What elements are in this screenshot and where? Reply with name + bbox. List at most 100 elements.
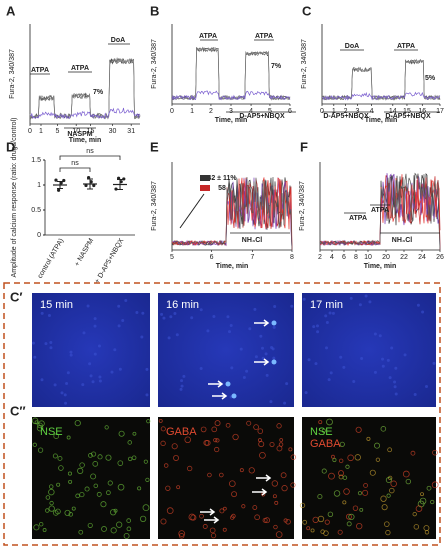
cell <box>254 355 258 359</box>
highlight-cell <box>271 359 277 365</box>
arrow <box>252 488 268 496</box>
cell <box>93 324 97 328</box>
x-tick-label: 30 <box>109 128 117 135</box>
x-tick-label: 3 <box>355 108 359 115</box>
cell <box>178 533 185 539</box>
cell <box>145 477 150 482</box>
point <box>119 180 123 184</box>
cell <box>393 380 397 384</box>
cell <box>66 435 71 440</box>
arrow <box>179 193 205 229</box>
cell <box>49 500 54 506</box>
cell <box>117 324 121 328</box>
cell <box>331 311 335 315</box>
cell <box>110 370 114 374</box>
cell <box>190 514 197 521</box>
cell <box>413 524 420 530</box>
cell <box>426 485 432 491</box>
y-axis-label: Fura-2, 340/387 <box>151 39 158 89</box>
cell <box>78 529 84 535</box>
cell <box>211 426 218 433</box>
cell <box>113 508 118 513</box>
cell <box>132 431 137 436</box>
cell <box>338 458 344 464</box>
cell <box>338 470 344 477</box>
annotation: 5% <box>425 75 436 82</box>
cell <box>394 366 398 370</box>
cell <box>110 527 117 534</box>
cell <box>118 367 122 371</box>
cell <box>93 317 97 321</box>
annotation: NH₄Cl <box>242 237 263 244</box>
cell <box>92 461 99 467</box>
cell <box>248 327 252 331</box>
trace <box>171 177 293 251</box>
cell <box>209 527 216 534</box>
cell <box>45 495 51 500</box>
time-label: 16 min <box>166 299 199 311</box>
y-tick-label: 1 <box>37 182 41 189</box>
cell <box>389 487 395 494</box>
cell <box>64 509 71 516</box>
cell <box>140 335 144 339</box>
cell <box>285 382 289 386</box>
cell <box>58 465 64 471</box>
cell <box>317 515 325 523</box>
cell <box>290 482 296 488</box>
cell <box>142 504 150 512</box>
cell <box>173 454 180 461</box>
cell <box>44 342 48 346</box>
annotation: D-AP5+NBQX <box>323 113 369 120</box>
x-tick-label: 6 <box>342 254 346 261</box>
cell <box>420 492 425 497</box>
cell <box>173 312 177 316</box>
trace <box>171 46 291 101</box>
x-tick-label: 8 <box>354 254 358 261</box>
trace <box>171 177 293 251</box>
cell <box>166 507 174 515</box>
cell <box>312 325 316 329</box>
y-axis-label: Fura-2, 340/387 <box>299 181 306 231</box>
x-tick-label: 0 <box>28 128 32 135</box>
point <box>62 178 66 183</box>
cell <box>264 517 271 524</box>
cell <box>252 505 258 510</box>
cell <box>345 513 352 520</box>
cell <box>135 311 139 315</box>
cell <box>145 367 149 371</box>
cell <box>274 500 279 505</box>
cell <box>93 483 99 489</box>
annotation: NH₄Cl <box>392 237 413 244</box>
cell <box>285 519 291 525</box>
x-tick-label: 5 <box>268 108 272 115</box>
x-tick-label: 0 <box>170 108 174 115</box>
cell <box>212 314 216 318</box>
cell <box>272 356 276 360</box>
cell <box>283 401 287 405</box>
x-tick-label: 2 <box>209 108 213 115</box>
point <box>57 188 61 192</box>
cell <box>355 426 362 433</box>
highlight-cell <box>271 320 277 326</box>
cell <box>381 504 388 511</box>
panel-label: C <box>302 3 312 18</box>
cell <box>327 378 331 382</box>
cell <box>86 304 90 308</box>
x-tick-label: 31 <box>127 128 135 135</box>
cell <box>90 473 97 480</box>
point <box>89 180 93 184</box>
cell <box>75 493 80 499</box>
cell <box>288 447 293 452</box>
cell <box>91 380 95 384</box>
cell <box>45 508 50 513</box>
point <box>87 176 91 180</box>
cell <box>47 314 51 318</box>
cell <box>412 511 417 517</box>
cell <box>81 383 85 387</box>
y-tick-label: 1.5 <box>31 157 41 164</box>
cell <box>246 420 252 426</box>
cell <box>302 519 308 525</box>
category-label: + D-AP5+NBQX <box>94 237 126 285</box>
y-axis-label: Amplitude of calcium response (ratio: dr… <box>11 118 18 278</box>
cell <box>358 303 362 307</box>
